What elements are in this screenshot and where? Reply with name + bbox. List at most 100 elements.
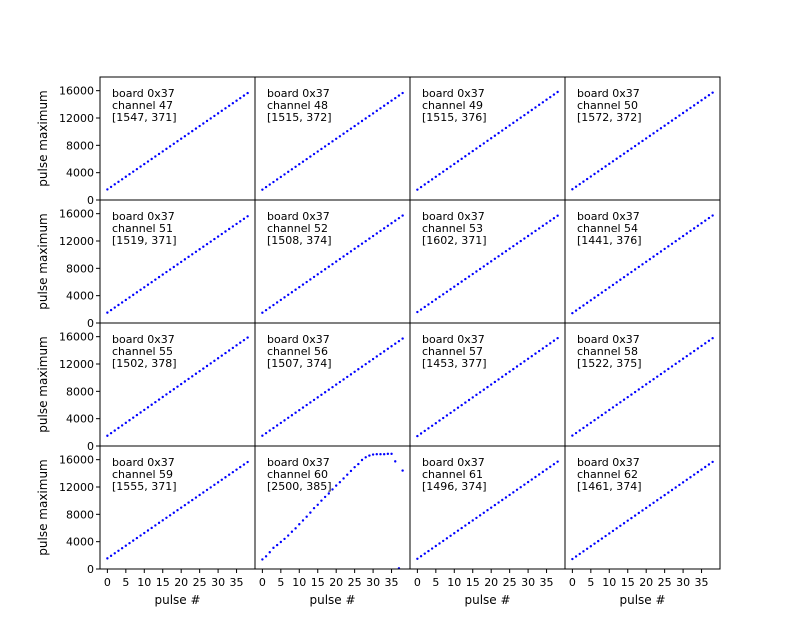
data-point <box>434 544 438 548</box>
y-tick-label: 8000 <box>66 139 94 152</box>
scatter-series <box>571 337 714 437</box>
data-point <box>239 341 242 344</box>
data-point <box>106 188 109 191</box>
data-point <box>489 137 493 140</box>
scatter-series <box>106 215 249 314</box>
data-point <box>261 311 264 314</box>
y-tick-label: 12000 <box>59 481 94 494</box>
data-point <box>663 493 666 497</box>
data-point <box>445 537 449 540</box>
data-point <box>216 235 220 238</box>
data-point <box>334 383 338 386</box>
x-tick-label: 20 <box>639 576 653 589</box>
data-point <box>501 129 504 132</box>
data-point <box>438 295 441 299</box>
data-point <box>227 349 231 352</box>
data-point <box>615 157 618 160</box>
data-point <box>692 349 696 353</box>
data-point <box>216 112 220 115</box>
data-point <box>589 175 593 178</box>
data-point <box>309 155 312 158</box>
data-point <box>537 473 541 476</box>
panel-annotation-line: channel 58 <box>577 345 638 358</box>
data-point <box>659 496 663 499</box>
data-point <box>704 219 707 222</box>
x-tick-label: 5 <box>122 576 129 589</box>
data-point <box>419 555 423 558</box>
data-point <box>704 96 707 99</box>
data-point <box>497 255 500 258</box>
data-point <box>711 91 714 94</box>
data-point <box>419 185 423 189</box>
data-point <box>368 454 371 457</box>
data-point <box>611 406 615 409</box>
data-point <box>194 250 198 253</box>
data-point <box>438 419 441 422</box>
data-point <box>501 498 504 502</box>
data-point <box>161 519 164 522</box>
x-axis-label: pulse # <box>309 593 355 607</box>
data-point <box>394 96 397 100</box>
data-point <box>537 227 541 230</box>
data-point <box>663 247 666 251</box>
data-point <box>150 281 153 284</box>
data-point <box>427 303 430 306</box>
data-point <box>478 514 482 517</box>
data-point <box>165 393 168 396</box>
data-point <box>168 145 172 148</box>
data-point <box>630 147 633 150</box>
x-tick-label: 10 <box>292 576 306 589</box>
data-point <box>338 380 342 384</box>
data-point <box>239 465 242 469</box>
data-point <box>298 408 301 412</box>
data-point <box>124 544 128 547</box>
data-point <box>187 255 190 259</box>
data-point <box>146 283 150 286</box>
data-point <box>678 483 681 487</box>
x-tick-label: 0 <box>259 576 266 589</box>
panel-annotation-line: [1461, 374] <box>577 480 642 493</box>
data-point <box>630 270 633 274</box>
x-tick-label: 25 <box>658 576 672 589</box>
data-point <box>246 91 249 95</box>
x-tick-label: 30 <box>366 576 380 589</box>
data-point <box>202 491 205 494</box>
data-point <box>371 234 375 238</box>
x-tick-label: 35 <box>230 576 244 589</box>
data-point <box>585 424 589 427</box>
data-point <box>183 134 187 138</box>
data-point <box>644 260 648 263</box>
scatter-series <box>261 452 404 570</box>
data-point <box>139 288 142 291</box>
data-point <box>700 344 703 348</box>
data-point <box>323 145 327 148</box>
data-point <box>117 549 120 552</box>
y-tick-label: 0 <box>87 440 94 453</box>
data-point <box>652 378 655 381</box>
data-point <box>161 273 164 276</box>
panel-annotation-line: channel 60 <box>267 468 328 481</box>
data-point <box>608 162 611 166</box>
data-point <box>659 127 663 130</box>
data-point <box>534 352 537 355</box>
data-point <box>146 529 150 532</box>
data-point <box>633 144 637 148</box>
data-point <box>704 465 707 469</box>
panel-annotation-line: channel 54 <box>577 222 638 235</box>
data-point <box>597 539 600 543</box>
data-point <box>689 352 692 355</box>
data-point <box>656 129 659 132</box>
x-tick-label: 30 <box>676 576 690 589</box>
data-point <box>283 419 286 422</box>
data-point <box>541 224 545 228</box>
data-point <box>128 419 131 422</box>
data-point <box>692 227 696 230</box>
scatter-series <box>416 214 559 314</box>
x-axis-label: pulse # <box>154 593 200 607</box>
data-point <box>394 342 397 345</box>
data-point <box>515 242 519 245</box>
